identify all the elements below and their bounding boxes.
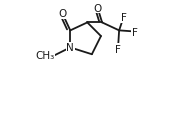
Text: F: F [115,44,121,54]
Text: F: F [132,27,138,37]
Text: N: N [66,43,74,53]
Text: O: O [93,4,102,14]
Text: F: F [121,13,127,23]
Text: O: O [58,9,66,19]
Text: CH₃: CH₃ [35,51,54,61]
